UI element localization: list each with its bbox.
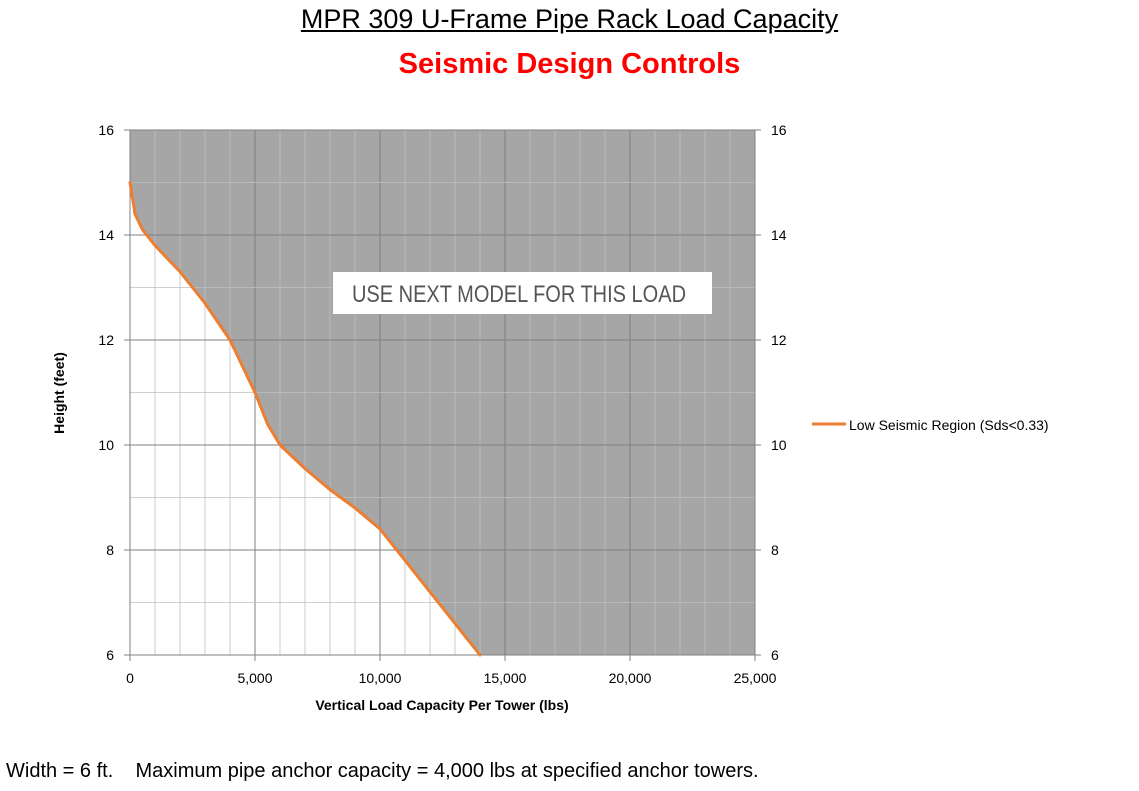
x-tick-label: 15,000 (484, 670, 527, 686)
footer-note: Width = 6 ft. Maximum pipe anchor capaci… (6, 760, 759, 782)
x-tick-label: 20,000 (609, 670, 652, 686)
load-capacity-chart: USE NEXT MODEL FOR THIS LOAD 6 6 8 8 10 10 12 1… (51, 122, 1049, 713)
y-axis-title: Height (feet) (51, 352, 67, 434)
x-tick-label: 0 (126, 670, 134, 686)
legend-label: Low Seismic Region (Sds<0.33) (849, 417, 1049, 433)
annotation-box (333, 272, 712, 314)
x-tick-label: 5,000 (237, 670, 272, 686)
y2-tick-label: 6 (771, 647, 779, 663)
x-tick-label: 25,000 (734, 670, 777, 686)
y-tick-label: 8 (106, 542, 114, 558)
y-tick-label: 10 (98, 437, 114, 453)
series-line (128, 181, 482, 657)
y-tick-label: 16 (98, 122, 114, 138)
x-tick-label: 10,000 (359, 670, 402, 686)
chart-subtitle: Seismic Design Controls (398, 48, 741, 80)
y-tick-label: 12 (98, 332, 114, 348)
y2-tick-label: 14 (771, 227, 787, 243)
y2-tick-label: 12 (771, 332, 787, 348)
x-axis-title: Vertical Load Capacity Per Tower (lbs) (315, 697, 568, 713)
y2-tick-label: 16 (771, 122, 787, 138)
chart-title: MPR 309 U-Frame Pipe Rack Load Capacity (300, 4, 839, 34)
y-tick-label: 6 (106, 647, 114, 663)
annotation-text: USE NEXT MODEL FOR THIS LOAD (352, 281, 686, 308)
legend: Low Seismic Region (Sds<0.33) (812, 417, 1049, 433)
y2-tick-label: 10 (771, 437, 787, 453)
y2-tick-label: 8 (771, 542, 779, 558)
y-tick-label: 14 (98, 227, 114, 243)
